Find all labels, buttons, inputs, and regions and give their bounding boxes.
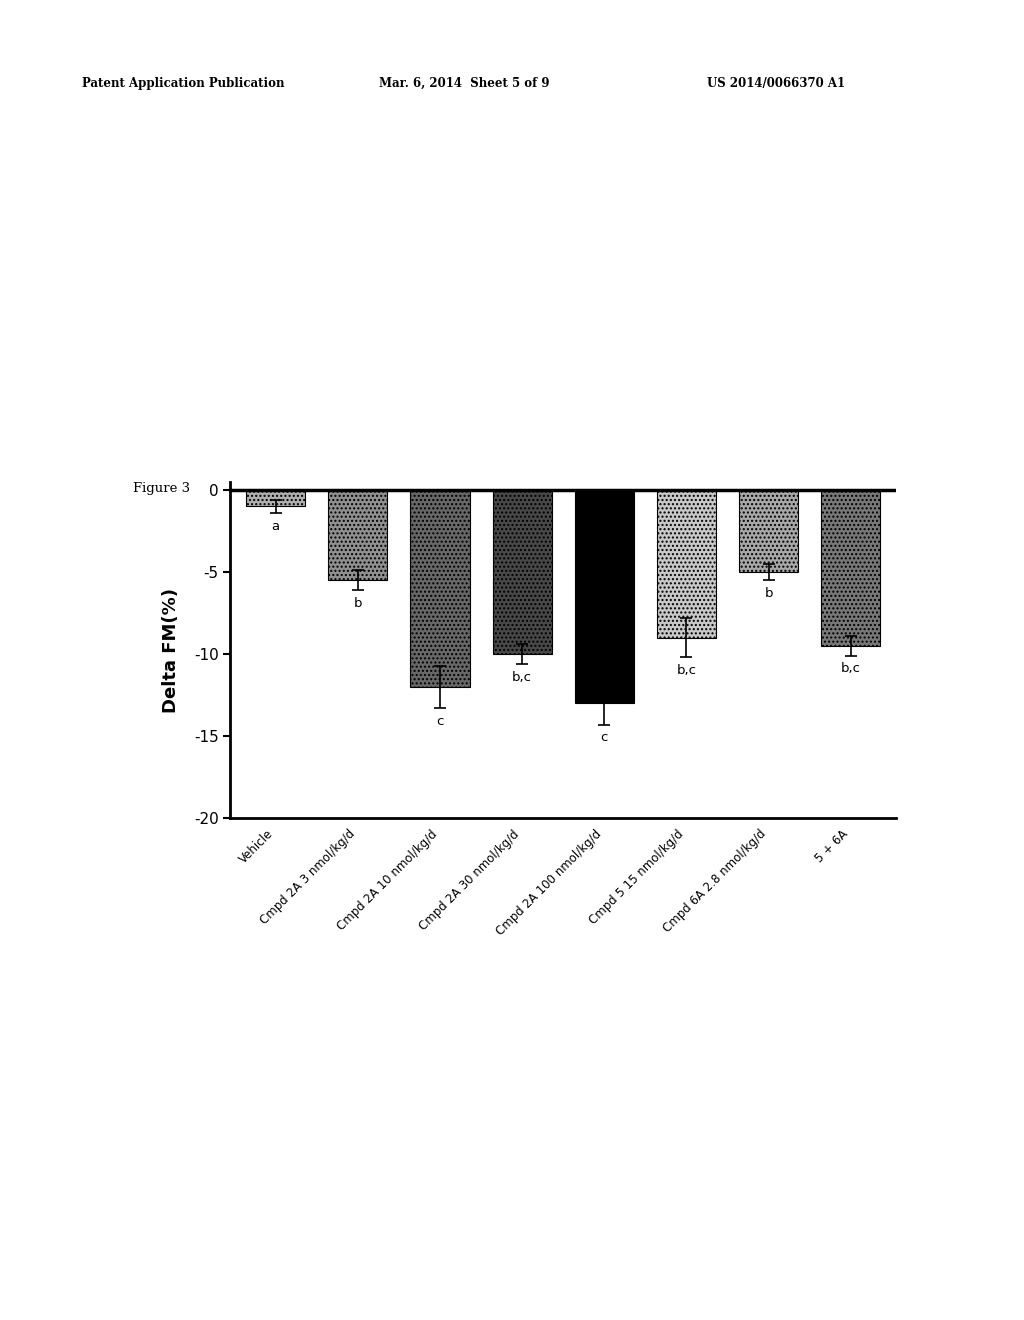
Bar (656, 490, 716, 638)
Bar (328, 490, 387, 581)
Bar (493, 490, 552, 655)
Bar (821, 490, 881, 645)
Text: Mar. 6, 2014  Sheet 5 of 9: Mar. 6, 2014 Sheet 5 of 9 (379, 77, 550, 90)
Text: c: c (436, 715, 443, 727)
Bar (574, 490, 634, 704)
Text: b: b (764, 587, 773, 599)
Text: b,c: b,c (677, 664, 696, 677)
Text: Patent Application Publication: Patent Application Publication (82, 77, 285, 90)
Text: b,c: b,c (841, 663, 861, 676)
Bar (411, 490, 470, 686)
Text: b,c: b,c (512, 671, 532, 684)
Bar (739, 490, 799, 572)
Text: b: b (353, 597, 362, 610)
Text: a: a (271, 520, 280, 532)
Bar (246, 490, 305, 507)
Text: US 2014/0066370 A1: US 2014/0066370 A1 (707, 77, 845, 90)
Y-axis label: Delta FM(%): Delta FM(%) (162, 587, 180, 713)
Text: Figure 3: Figure 3 (133, 482, 190, 495)
Text: c: c (601, 731, 608, 744)
